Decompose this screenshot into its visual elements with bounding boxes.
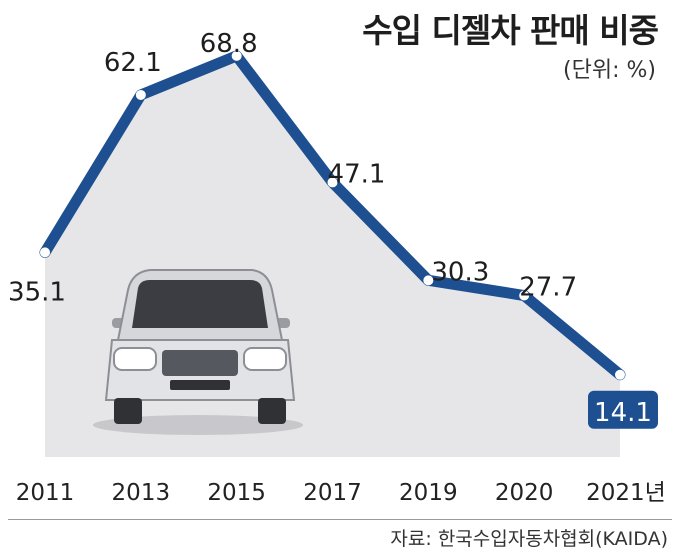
data-point	[615, 369, 625, 380]
data-label: 35.1	[8, 277, 66, 307]
chart-title: 수입 디젤차 판매 비중	[362, 11, 659, 50]
car-illustration	[93, 269, 303, 435]
data-label: 14.1	[594, 398, 652, 428]
data-point	[231, 50, 242, 61]
data-point	[327, 177, 338, 188]
x-tick-label: 2011	[16, 480, 75, 506]
line-chart: 2011 2013 2015 2017 2019 2020 2021년 35.1 62.1 68…	[8, 29, 666, 506]
data-point	[40, 247, 50, 258]
data-point	[519, 290, 530, 301]
data-label: 47.1	[328, 159, 386, 189]
data-point	[423, 275, 434, 286]
data-label: 62.1	[104, 48, 162, 78]
x-tick-label: 2017	[303, 480, 362, 506]
data-label: 27.7	[519, 273, 577, 303]
highlight-badge	[588, 390, 658, 429]
x-tick-label: 2020	[495, 480, 554, 506]
unit-label: (단위: %)	[563, 58, 656, 83]
x-tick-label: 2019	[399, 480, 458, 506]
data-label: 30.3	[431, 257, 489, 287]
x-tick-label: 2015	[207, 480, 266, 506]
divider	[8, 519, 672, 520]
x-tick-label: 2021년	[586, 480, 666, 506]
data-point	[135, 89, 146, 100]
source-note: 자료: 한국수입자동차협회(KAIDA)	[390, 528, 668, 550]
x-tick-label: 2013	[112, 480, 171, 506]
data-label: 68.8	[200, 29, 258, 59]
